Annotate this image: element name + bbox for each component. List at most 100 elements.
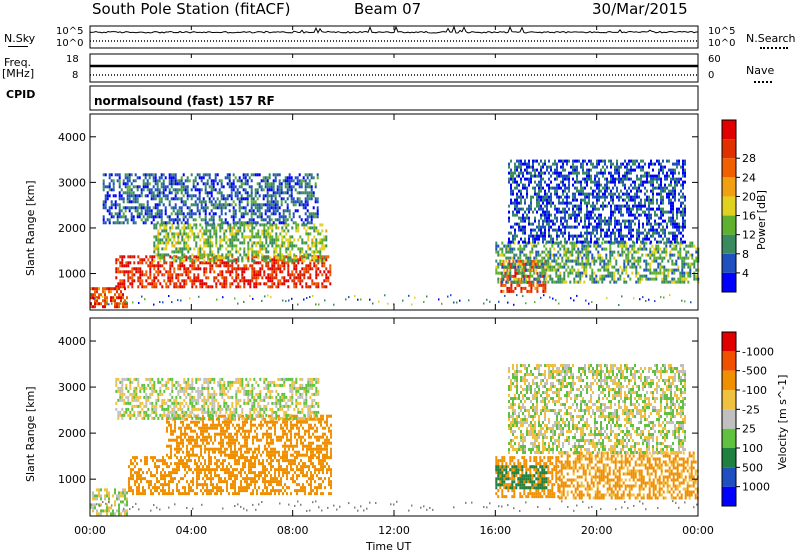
heatmap-cell [575, 259, 578, 263]
heatmap-cell [584, 192, 586, 196]
heatmap-cell [182, 218, 185, 222]
heatmap-cell [630, 159, 632, 163]
heatmap-cell [605, 274, 608, 278]
heatmap-cell [590, 216, 592, 220]
heatmap-cell [252, 218, 255, 222]
heatmap-cell [158, 179, 161, 183]
heatmap-cell [311, 256, 314, 260]
ground-scatter [459, 299, 461, 302]
heatmap-cell [236, 221, 239, 225]
heatmap-cell [315, 259, 318, 263]
heatmap-cell [557, 277, 560, 281]
heatmap-cell [211, 223, 214, 227]
heatmap-cell [600, 204, 602, 208]
heatmap-cell [612, 192, 614, 196]
heatmap-cell [637, 250, 640, 254]
heatmap-cell [211, 241, 214, 245]
heatmap-cell [244, 212, 247, 216]
heatmap-cell [562, 180, 564, 184]
heatmap-cell [214, 206, 217, 210]
heatmap-cell [626, 192, 628, 196]
heatmap-cell [610, 234, 612, 238]
heatmap-cell [547, 274, 550, 278]
heatmap-cell [593, 271, 596, 275]
heatmap-cell [186, 194, 189, 198]
heatmap-cell [652, 180, 654, 184]
heatmap-cell [281, 264, 284, 268]
heatmap-cell [583, 268, 586, 272]
heatmap-cell [150, 221, 153, 225]
heatmap-cell [152, 474, 154, 478]
heatmap-cell [618, 204, 620, 208]
heatmap-cell [276, 218, 279, 222]
heatmap-cell [271, 235, 274, 239]
heatmap-cell [313, 223, 316, 227]
heatmap-cell [160, 191, 163, 195]
heatmap-cell [110, 203, 113, 207]
heatmap-cell [241, 235, 244, 239]
heatmap-cell [620, 165, 622, 169]
heatmap-cell [144, 221, 147, 225]
heatmap-cell [539, 259, 542, 263]
heatmap-cell [254, 200, 257, 204]
heatmap-cell [218, 203, 221, 207]
heatmap-cell [213, 270, 216, 274]
heatmap-cell [129, 255, 132, 259]
heatmap-cell [304, 188, 307, 192]
heatmap-cell [123, 285, 126, 289]
heatmap-cell [159, 259, 162, 263]
heatmap-cell [199, 250, 202, 254]
heatmap-cell [210, 218, 213, 222]
heatmap-cell [270, 206, 273, 210]
heatmap-cell [682, 216, 684, 220]
heatmap-cell [270, 218, 273, 222]
heatmap-cell [630, 225, 632, 229]
heatmap-cell [270, 188, 273, 192]
heatmap-cell [161, 241, 164, 245]
heatmap-cell [193, 232, 196, 236]
heatmap-cell [596, 216, 598, 220]
heatmap-cell [182, 194, 185, 198]
ground-scatter [402, 299, 404, 302]
power-heatmap [90, 159, 700, 309]
heatmap-cell [167, 238, 170, 242]
heatmap-cell [514, 180, 516, 184]
heatmap-cell [268, 203, 271, 207]
heatmap-cell [539, 265, 542, 269]
heatmap-cell [268, 188, 271, 192]
ground-scatter [309, 296, 311, 298]
heatmap-cell [588, 201, 590, 205]
heatmap-cell [588, 195, 590, 199]
heatmap-cell [120, 293, 122, 297]
heatmap-cell [241, 259, 244, 263]
heatmap-cell [589, 265, 592, 269]
heatmap-cell [112, 221, 115, 225]
heatmap-cell [242, 176, 245, 180]
ground-scatter [654, 300, 656, 303]
heatmap-cell [518, 207, 520, 211]
heatmap-cell [278, 221, 281, 225]
heatmap-cell [674, 192, 676, 196]
heatmap-cell [240, 182, 243, 186]
heatmap-cell [616, 219, 618, 223]
heatmap-cell [191, 229, 194, 233]
heatmap-cell [153, 264, 156, 268]
ground-scatter [105, 301, 107, 304]
heatmap-cell [672, 210, 674, 214]
heatmap-cell [586, 237, 588, 241]
heatmap-cell [283, 267, 286, 271]
velocity-heatmap [90, 364, 699, 516]
heatmap-cell [146, 456, 148, 460]
heatmap-cell [156, 486, 158, 490]
heatmap-cell [306, 197, 309, 201]
heatmap-cell [293, 264, 296, 268]
heatmap-cell [295, 223, 298, 227]
heatmap-cell [508, 162, 510, 166]
heatmap-cell [112, 179, 115, 183]
heatmap-cell [271, 226, 274, 230]
heatmap-cell [658, 222, 660, 226]
heatmap-cell [672, 213, 674, 217]
heatmap-cell [316, 206, 319, 210]
heatmap-cell [150, 489, 152, 493]
heatmap-cell [612, 198, 614, 202]
